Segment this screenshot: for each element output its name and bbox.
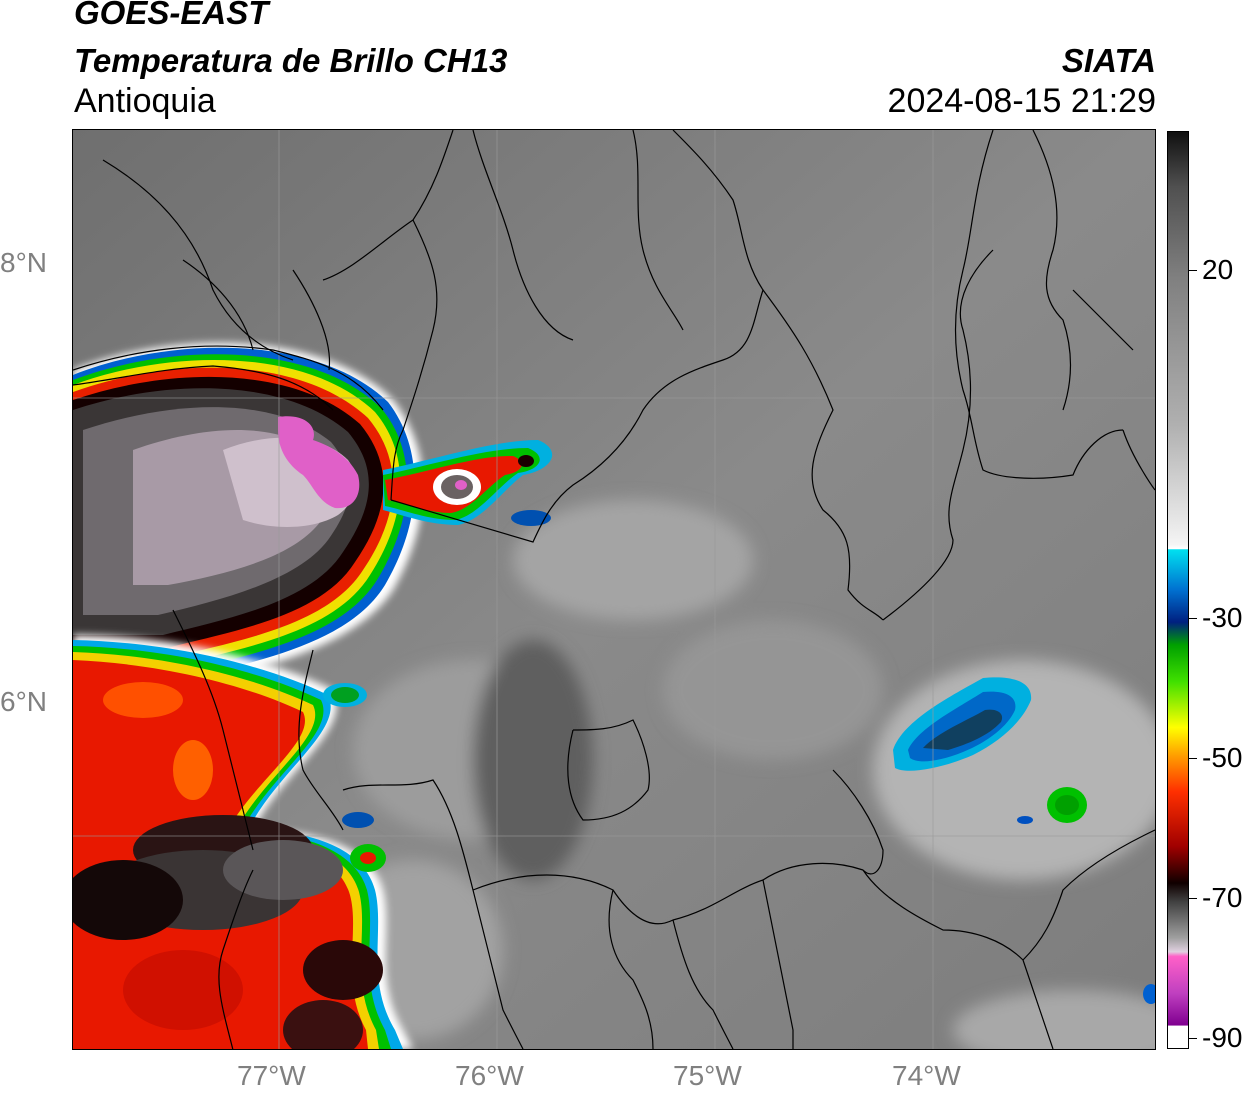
product-title: Temperatura de Brillo CH13 (74, 42, 508, 79)
region-label: Antioquia (74, 82, 216, 120)
colorbar-tick-20 (1189, 270, 1197, 271)
colorbar-label-20: 20 (1202, 254, 1234, 285)
administrative-borders (73, 130, 1155, 1049)
storm-east (323, 677, 1155, 1004)
latitude-label-8n: 8°N (0, 247, 47, 278)
map-canvas (73, 130, 1155, 1049)
colorbar-tick-minus90 (1189, 1038, 1197, 1039)
colorbar-tick-minus70 (1189, 898, 1197, 899)
storm-large (73, 342, 423, 690)
storm-southwest (73, 635, 413, 1049)
latitude-label-6n: 6°N (0, 686, 47, 717)
colorbar-label-minus50: -50 (1202, 742, 1243, 773)
satellite-map (72, 129, 1156, 1050)
organization-label: SIATA (1061, 42, 1156, 79)
longitude-label-74w: 74°W (892, 1060, 961, 1091)
graticule (73, 130, 1155, 1049)
temperature-colorbar (1167, 131, 1189, 1049)
longitude-label-75w: 75°W (673, 1060, 742, 1091)
storm-tail (383, 440, 553, 526)
colorbar-label-minus30: -30 (1202, 602, 1243, 633)
datetime-label: 2024-08-15 21:29 (887, 82, 1156, 120)
colorbar-tick-minus50 (1189, 758, 1197, 759)
longitude-label-77w: 77°W (237, 1060, 306, 1091)
colorbar-label-minus70: -70 (1202, 882, 1243, 913)
colorbar-tick-minus30 (1189, 618, 1197, 619)
satellite-title: GOES-EAST (74, 0, 269, 31)
colorbar-label-minus90: -90 (1202, 1022, 1243, 1053)
longitude-label-76w: 76°W (455, 1060, 524, 1091)
